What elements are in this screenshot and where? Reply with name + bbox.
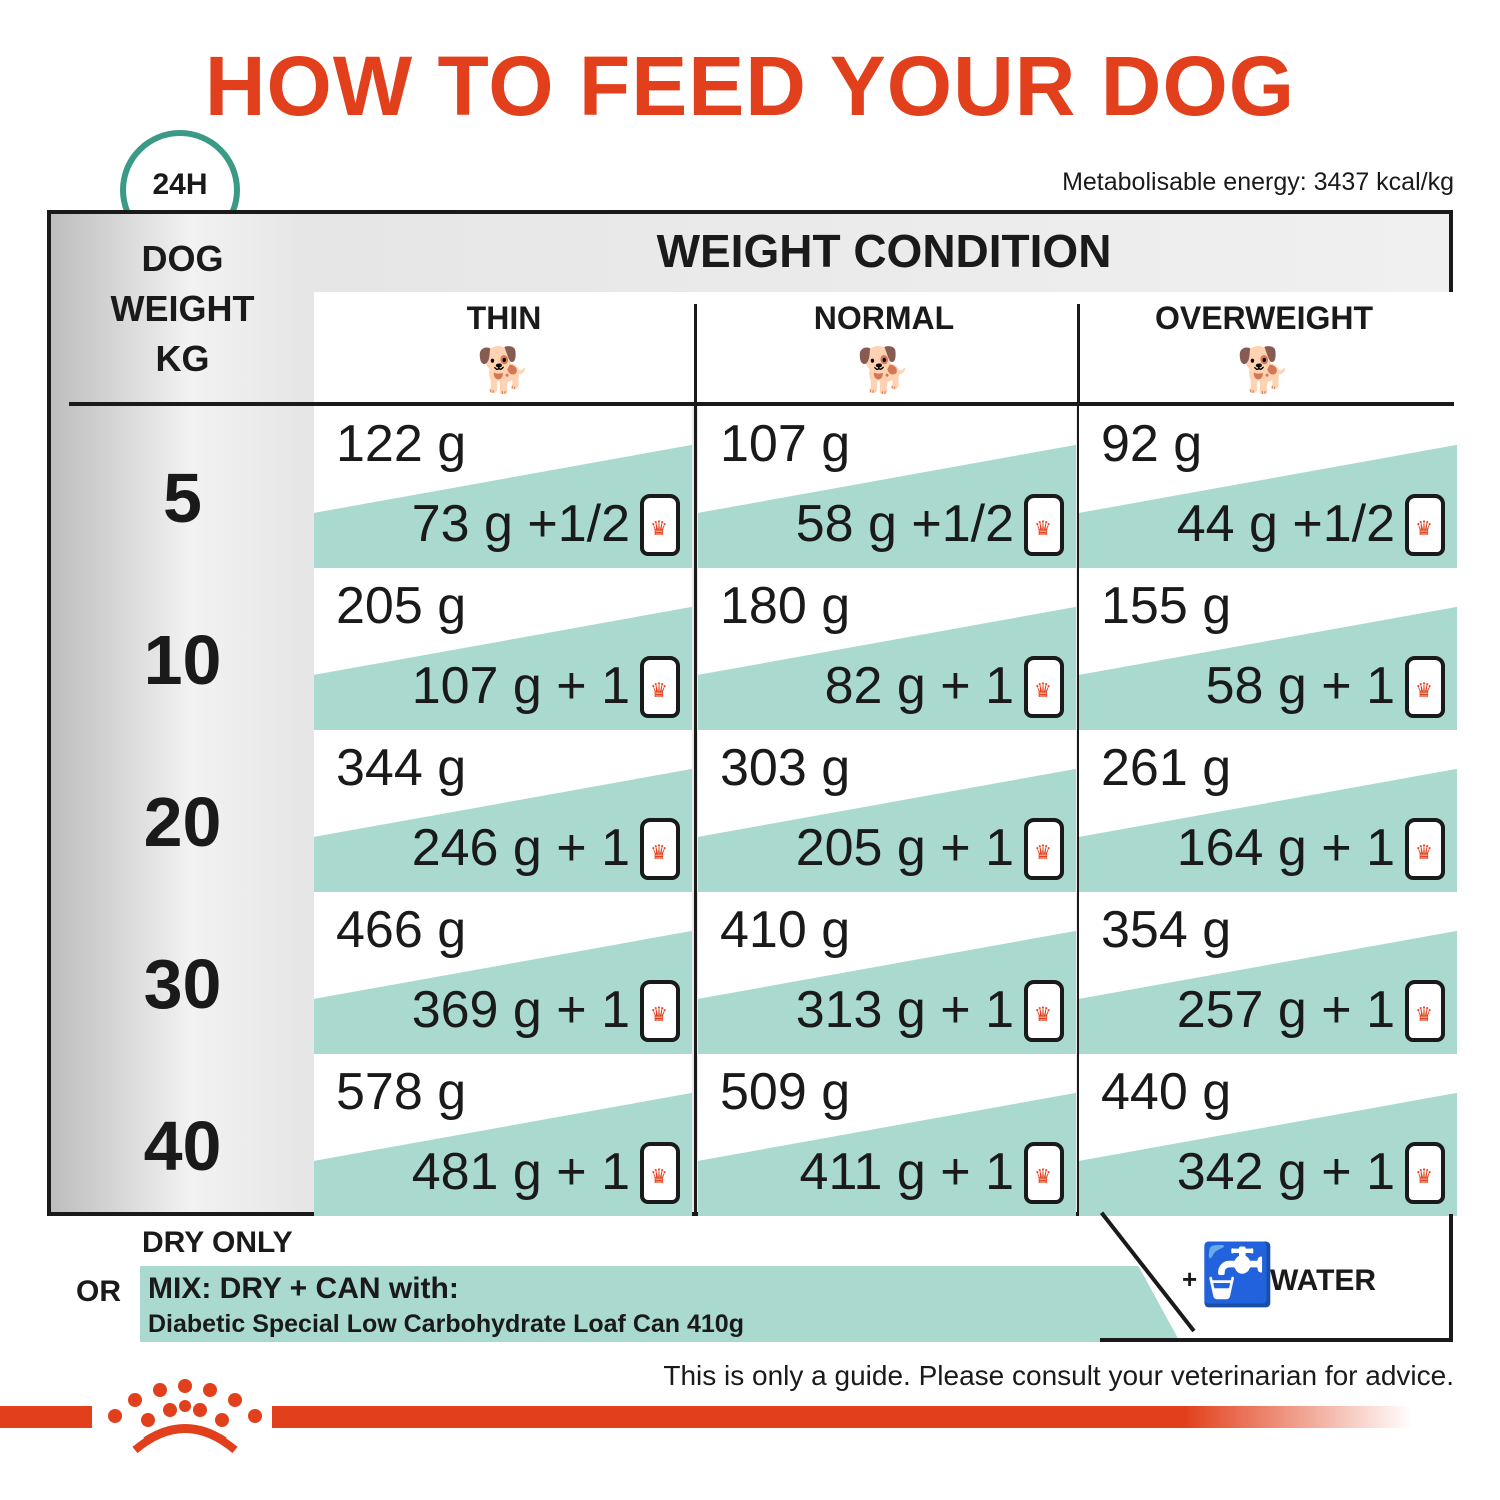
mix-amount: 313 g + 1	[795, 981, 1014, 1039]
column-divider	[694, 304, 697, 1216]
dry-amount: 107 g	[720, 415, 851, 473]
dry-amount: 261 g	[1101, 739, 1232, 797]
can-icon	[1024, 818, 1064, 880]
dry-amount: 303 g	[720, 739, 851, 797]
weight-condition-header: WEIGHT CONDITION	[656, 225, 1112, 277]
metabolisable-energy: Metabolisable energy: 3437 kcal/kg	[1062, 168, 1454, 196]
dry-amount: 180 g	[720, 577, 851, 635]
mix-amount: 481 g + 1	[411, 1143, 630, 1201]
brand-bar-left	[0, 1406, 92, 1428]
can-icon	[1405, 656, 1445, 718]
dry-amount: 92 g	[1101, 415, 1203, 473]
dry-amount: 344 g	[336, 739, 467, 797]
mix-amount: 44 g +1/2	[1176, 495, 1395, 553]
can-icon	[640, 494, 680, 556]
water-box: + 🚰 WATER	[1100, 1214, 1453, 1342]
mix-amount: 58 g +1/2	[795, 495, 1014, 553]
can-icon	[1024, 1142, 1064, 1204]
dry-amount: 509 g	[720, 1063, 851, 1121]
feeding-cell-normal: 410 g 313 g + 1	[698, 892, 1076, 1054]
feeding-cell-overweight: 261 g 164 g + 1	[1079, 730, 1457, 892]
feeding-cell-thin: 578 g 481 g + 1	[314, 1054, 692, 1216]
dry-amount: 354 g	[1101, 901, 1232, 959]
clock-label: 24H	[152, 168, 208, 201]
can-icon	[1405, 1142, 1445, 1204]
brand-bar-right	[272, 1406, 1412, 1428]
condition-subheader: THIN 🐕 NORMAL 🐕 OVERWEIGHT 🐕	[314, 292, 1453, 404]
can-product-label: Diabetic Special Low Carbohydrate Loaf C…	[148, 1310, 744, 1338]
header-line: KG	[155, 338, 210, 379]
mix-amount: 257 g + 1	[1176, 981, 1395, 1039]
can-icon	[640, 980, 680, 1042]
clock-icon: 24H	[120, 130, 240, 250]
mix-label: MIX: DRY + CAN with:	[148, 1272, 459, 1305]
can-icon	[640, 656, 680, 718]
feeding-cell-overweight: 440 g 342 g + 1	[1079, 1054, 1457, 1216]
dog-weight-kg: 40	[143, 1107, 222, 1185]
page-title: HOW TO FEED YOUR DOG	[204, 39, 1296, 133]
dry-amount: 440 g	[1101, 1063, 1232, 1121]
dry-only-label: DRY ONLY	[142, 1226, 293, 1259]
plus-sign: +	[1182, 1264, 1198, 1294]
feeding-cell-normal: 107 g 58 g +1/2	[698, 406, 1076, 568]
can-icon	[1405, 818, 1445, 880]
water-label: WATER	[1270, 1264, 1377, 1297]
column-overweight: OVERWEIGHT	[1154, 300, 1374, 336]
dry-amount: 155 g	[1101, 577, 1232, 635]
feeding-cell-normal: 509 g 411 g + 1	[698, 1054, 1076, 1216]
dry-amount: 578 g	[336, 1063, 467, 1121]
mix-amount: 107 g + 1	[411, 657, 630, 715]
feeding-cell-overweight: 155 g 58 g + 1	[1079, 568, 1457, 730]
dry-amount: 410 g	[720, 901, 851, 959]
feeding-cell-normal: 180 g 82 g + 1	[698, 568, 1076, 730]
feeding-cell-thin: 466 g 369 g + 1	[314, 892, 692, 1054]
feeding-cell-thin: 122 g 73 g +1/2	[314, 406, 692, 568]
dog-normal-icon: 🐕	[856, 346, 912, 395]
dog-weight-kg: 5	[163, 459, 202, 537]
mix-amount: 369 g + 1	[411, 981, 630, 1039]
feeding-cell-thin: 344 g 246 g + 1	[314, 730, 692, 892]
header-divider	[69, 402, 1454, 406]
can-icon	[1405, 980, 1445, 1042]
mix-amount: 82 g + 1	[824, 657, 1014, 715]
feeding-cell-thin: 205 g 107 g + 1	[314, 568, 692, 730]
mix-amount: 205 g + 1	[795, 819, 1014, 877]
column-normal: NORMAL	[813, 300, 955, 336]
mix-band	[140, 1266, 1180, 1342]
dry-amount: 466 g	[336, 901, 467, 959]
dry-amount: 205 g	[336, 577, 467, 635]
can-icon	[640, 818, 680, 880]
header-line: DOG	[141, 238, 224, 279]
mix-amount: 58 g + 1	[1205, 657, 1395, 715]
dog-thin-icon: 🐕	[476, 346, 532, 395]
mix-amount: 164 g + 1	[1176, 819, 1395, 877]
can-icon	[1405, 494, 1445, 556]
can-icon	[640, 1142, 680, 1204]
dog-overweight-icon: 🐕	[1236, 346, 1292, 395]
or-label: OR	[76, 1275, 121, 1308]
feeding-cell-normal: 303 g 205 g + 1	[698, 730, 1076, 892]
mix-amount: 342 g + 1	[1176, 1143, 1395, 1201]
mix-amount: 411 g + 1	[799, 1143, 1014, 1201]
dog-weight-header: DOG WEIGHT KG	[51, 234, 314, 384]
mix-amount: 73 g +1/2	[411, 495, 630, 553]
column-thin: THIN	[466, 300, 542, 336]
feeding-table: DOG WEIGHT KG WEIGHT CONDITION THIN 🐕 NO…	[47, 210, 1457, 1216]
tap-water-icon: 🚰	[1200, 1241, 1275, 1308]
can-icon	[1024, 494, 1064, 556]
disclaimer: This is only a guide. Please consult you…	[663, 1360, 1454, 1391]
dog-weight-kg: 10	[143, 621, 222, 699]
can-icon	[1024, 656, 1064, 718]
dog-weight-kg: 20	[143, 783, 222, 861]
royal-canin-crown-logo	[108, 1379, 262, 1454]
column-divider	[1077, 304, 1080, 1216]
header-line: WEIGHT	[110, 288, 255, 329]
dry-amount: 122 g	[336, 415, 467, 473]
mix-amount: 246 g + 1	[411, 819, 630, 877]
feeding-cell-overweight: 92 g 44 g +1/2	[1079, 406, 1457, 568]
feeding-cell-overweight: 354 g 257 g + 1	[1079, 892, 1457, 1054]
dog-weight-kg: 30	[143, 945, 222, 1023]
can-icon	[1024, 980, 1064, 1042]
